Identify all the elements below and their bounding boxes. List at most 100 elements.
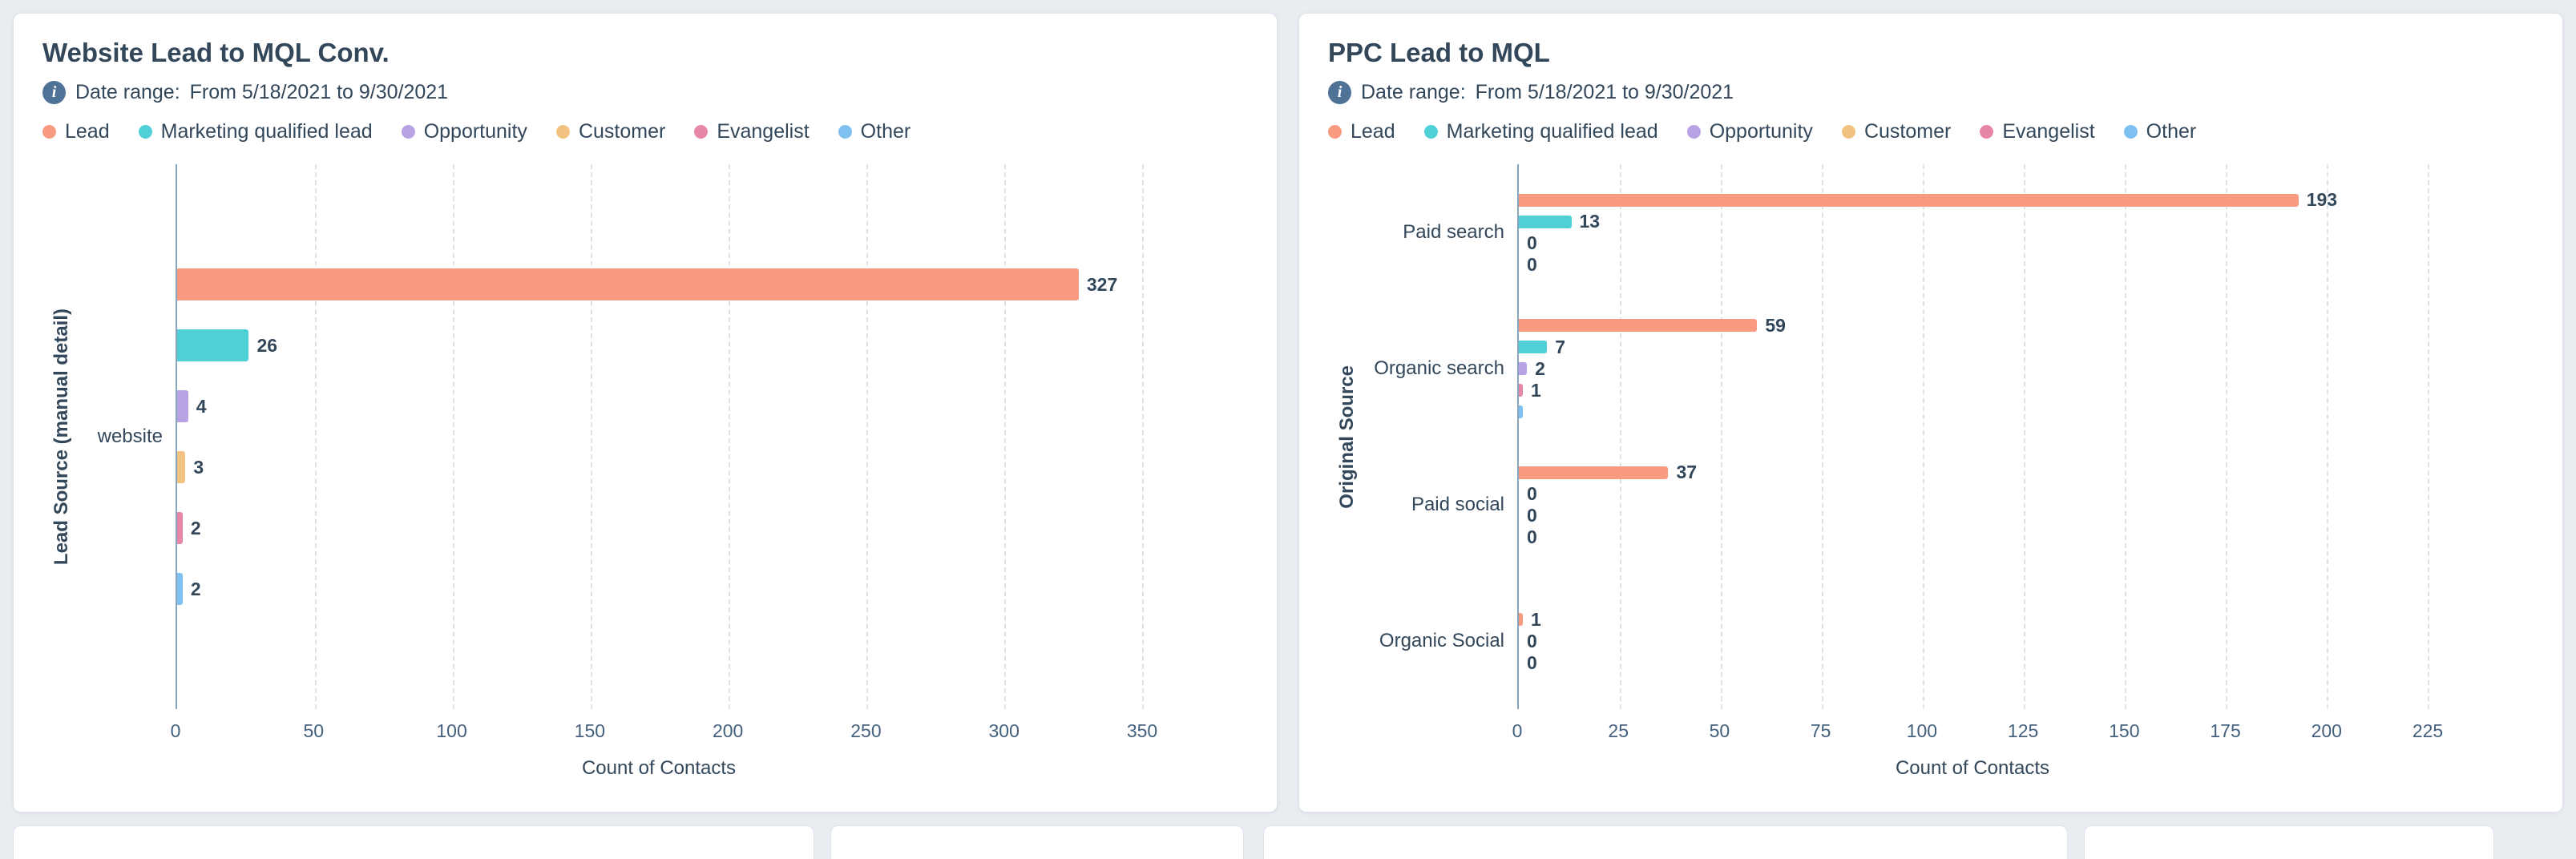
x-tick-label: 0	[170, 720, 181, 741]
bar-row: 2	[177, 573, 1142, 605]
bar-value-label: 0	[1527, 505, 1537, 526]
bar-row: 7	[1519, 337, 2428, 356]
bar-row: 1	[1519, 610, 2428, 628]
bar-row: 37	[1519, 462, 2428, 482]
bar-value-label: 2	[1535, 357, 1545, 379]
info-icon[interactable]: i	[42, 81, 66, 104]
x-tick-label: 200	[712, 720, 744, 741]
legend-item-opportunity[interactable]: Opportunity	[1686, 120, 1813, 143]
legend-item-other[interactable]: Other	[2123, 120, 2197, 143]
bar-other[interactable]	[1519, 405, 1524, 418]
bar-row: 1	[1519, 381, 2428, 399]
legend-label: Lead	[1351, 120, 1395, 143]
legend-item-evangelist[interactable]: Evangelist	[1980, 120, 2095, 143]
bar-row	[1519, 405, 2428, 418]
date-range-label: Date range:	[75, 81, 180, 103]
bar-row: 0	[1519, 506, 2428, 525]
plot-wrap: 327 26 4 3 2 2 0 50 100 150 200 250 300 350 Count of…	[171, 164, 1248, 780]
bar-row: 2	[177, 512, 1142, 544]
legend-dot-icon	[694, 125, 709, 139]
legend-item-lead[interactable]: Lead	[1328, 120, 1395, 143]
bar-evangelist[interactable]	[177, 512, 183, 544]
legend-item-customer[interactable]: Customer	[555, 120, 666, 143]
legend-item-lead[interactable]: Lead	[42, 120, 110, 143]
bar-value-label: 3	[193, 456, 204, 478]
legend-label: Marketing qualified lead	[1446, 120, 1658, 143]
bar-lead[interactable]	[1519, 193, 2299, 207]
bar-row: 0	[1519, 528, 2428, 546]
legend-item-other[interactable]: Other	[838, 120, 910, 143]
legend-label: Opportunity	[1709, 120, 1813, 143]
bar-chart: Lead Source (manual detail) website 327 2…	[42, 164, 1248, 780]
plot-area: 193 13 0 0 59 7 2 1 37 0 0 0 1 0 0	[1517, 164, 2429, 709]
legend-item-opportunity[interactable]: Opportunity	[401, 120, 527, 143]
x-tick-label: 150	[2109, 720, 2140, 741]
bar-value-label: 37	[1676, 462, 1698, 482]
gridline	[2428, 164, 2429, 709]
x-axis-label: Count of Contacts	[1895, 757, 2050, 779]
category-labels: website	[81, 164, 176, 709]
legend-dot-icon	[42, 125, 56, 139]
legend-label: Customer	[578, 120, 666, 143]
bar-marketing-qualified-lead[interactable]	[1519, 215, 1572, 228]
legend-label: Marketing qualified lead	[160, 120, 373, 143]
x-tick-label: 150	[574, 720, 606, 741]
next-row-card-partial	[2084, 825, 2494, 859]
bar-row: 193	[1519, 191, 2428, 209]
bar-marketing-qualified-lead[interactable]	[1519, 341, 1548, 353]
bar-value-label: 26	[256, 334, 278, 356]
bar-lead[interactable]	[1519, 466, 1669, 479]
bar-opportunity[interactable]	[1519, 362, 1528, 375]
bar-value-label: 327	[1086, 273, 1118, 295]
legend-label: Opportunity	[423, 120, 527, 143]
x-tick-label: 75	[1810, 720, 1831, 741]
legend-dot-icon	[1980, 125, 1994, 139]
legend-item-marketing-qualified-lead[interactable]: Marketing qualified lead	[1423, 120, 1658, 143]
gridline	[729, 164, 730, 709]
bar-value-label: 4	[196, 395, 207, 417]
bar-lead[interactable]	[177, 268, 1079, 300]
gridline	[2024, 164, 2025, 709]
legend-item-customer[interactable]: Customer	[1841, 120, 1951, 143]
legend-label: Evangelist	[717, 120, 810, 143]
bar-value-label: 0	[1527, 232, 1537, 253]
bar-other[interactable]	[177, 573, 183, 605]
x-tick-label: 0	[1512, 720, 1523, 741]
legend-item-evangelist[interactable]: Evangelist	[694, 120, 810, 143]
next-row-card-partial	[830, 825, 1244, 859]
chart-legend: Lead Marketing qualified lead Opportunity C…	[1328, 120, 2534, 143]
bar-row: 0	[1519, 256, 2428, 274]
bar-marketing-qualified-lead[interactable]	[177, 329, 249, 361]
x-tick-label: 350	[1126, 720, 1158, 741]
info-icon[interactable]: i	[1328, 81, 1351, 104]
bar-row: 4	[177, 390, 1142, 422]
bar-value-label: 2	[190, 578, 201, 599]
gridline	[1004, 164, 1006, 709]
gridline	[1620, 164, 1621, 709]
bar-group-paid-search: 193 13 0 0	[1519, 164, 2428, 300]
gridline	[1721, 164, 1722, 709]
legend-label: Other	[2146, 120, 2197, 143]
dashboard-row: Website Lead to MQL Conv. i Date range: …	[13, 13, 2563, 813]
bar-lead[interactable]	[1519, 613, 1524, 626]
next-row-card-partial	[13, 825, 814, 859]
y-axis-title-column: Lead Source (manual detail)	[42, 164, 81, 709]
x-tick-label: 250	[850, 720, 882, 741]
category-label-organic-search: Organic search	[1374, 357, 1504, 379]
bar-value-label: 0	[1527, 483, 1537, 504]
bar-evangelist[interactable]	[1519, 384, 1524, 397]
report-title: Website Lead to MQL Conv.	[42, 38, 390, 67]
bar-row: 2	[1519, 357, 2428, 379]
gridline	[2226, 164, 2227, 709]
bar-value-label: 59	[1765, 314, 1786, 336]
plot-wrap: 193 13 0 0 59 7 2 1 37 0 0 0 1 0 0 0 25 50 75 100 125 150 175…	[1512, 164, 2534, 780]
category-label-organic-social: Organic Social	[1379, 630, 1504, 651]
bar-chart: Original Source Paid search Organic searc…	[1328, 164, 2534, 780]
bar-opportunity[interactable]	[177, 390, 188, 422]
legend-item-marketing-qualified-lead[interactable]: Marketing qualified lead	[138, 120, 373, 143]
legend-dot-icon	[1328, 125, 1342, 139]
bar-lead[interactable]	[1519, 319, 1758, 332]
bar-row: 3	[177, 451, 1142, 483]
bar-row: 0	[1519, 653, 2428, 671]
bar-customer[interactable]	[177, 451, 186, 483]
